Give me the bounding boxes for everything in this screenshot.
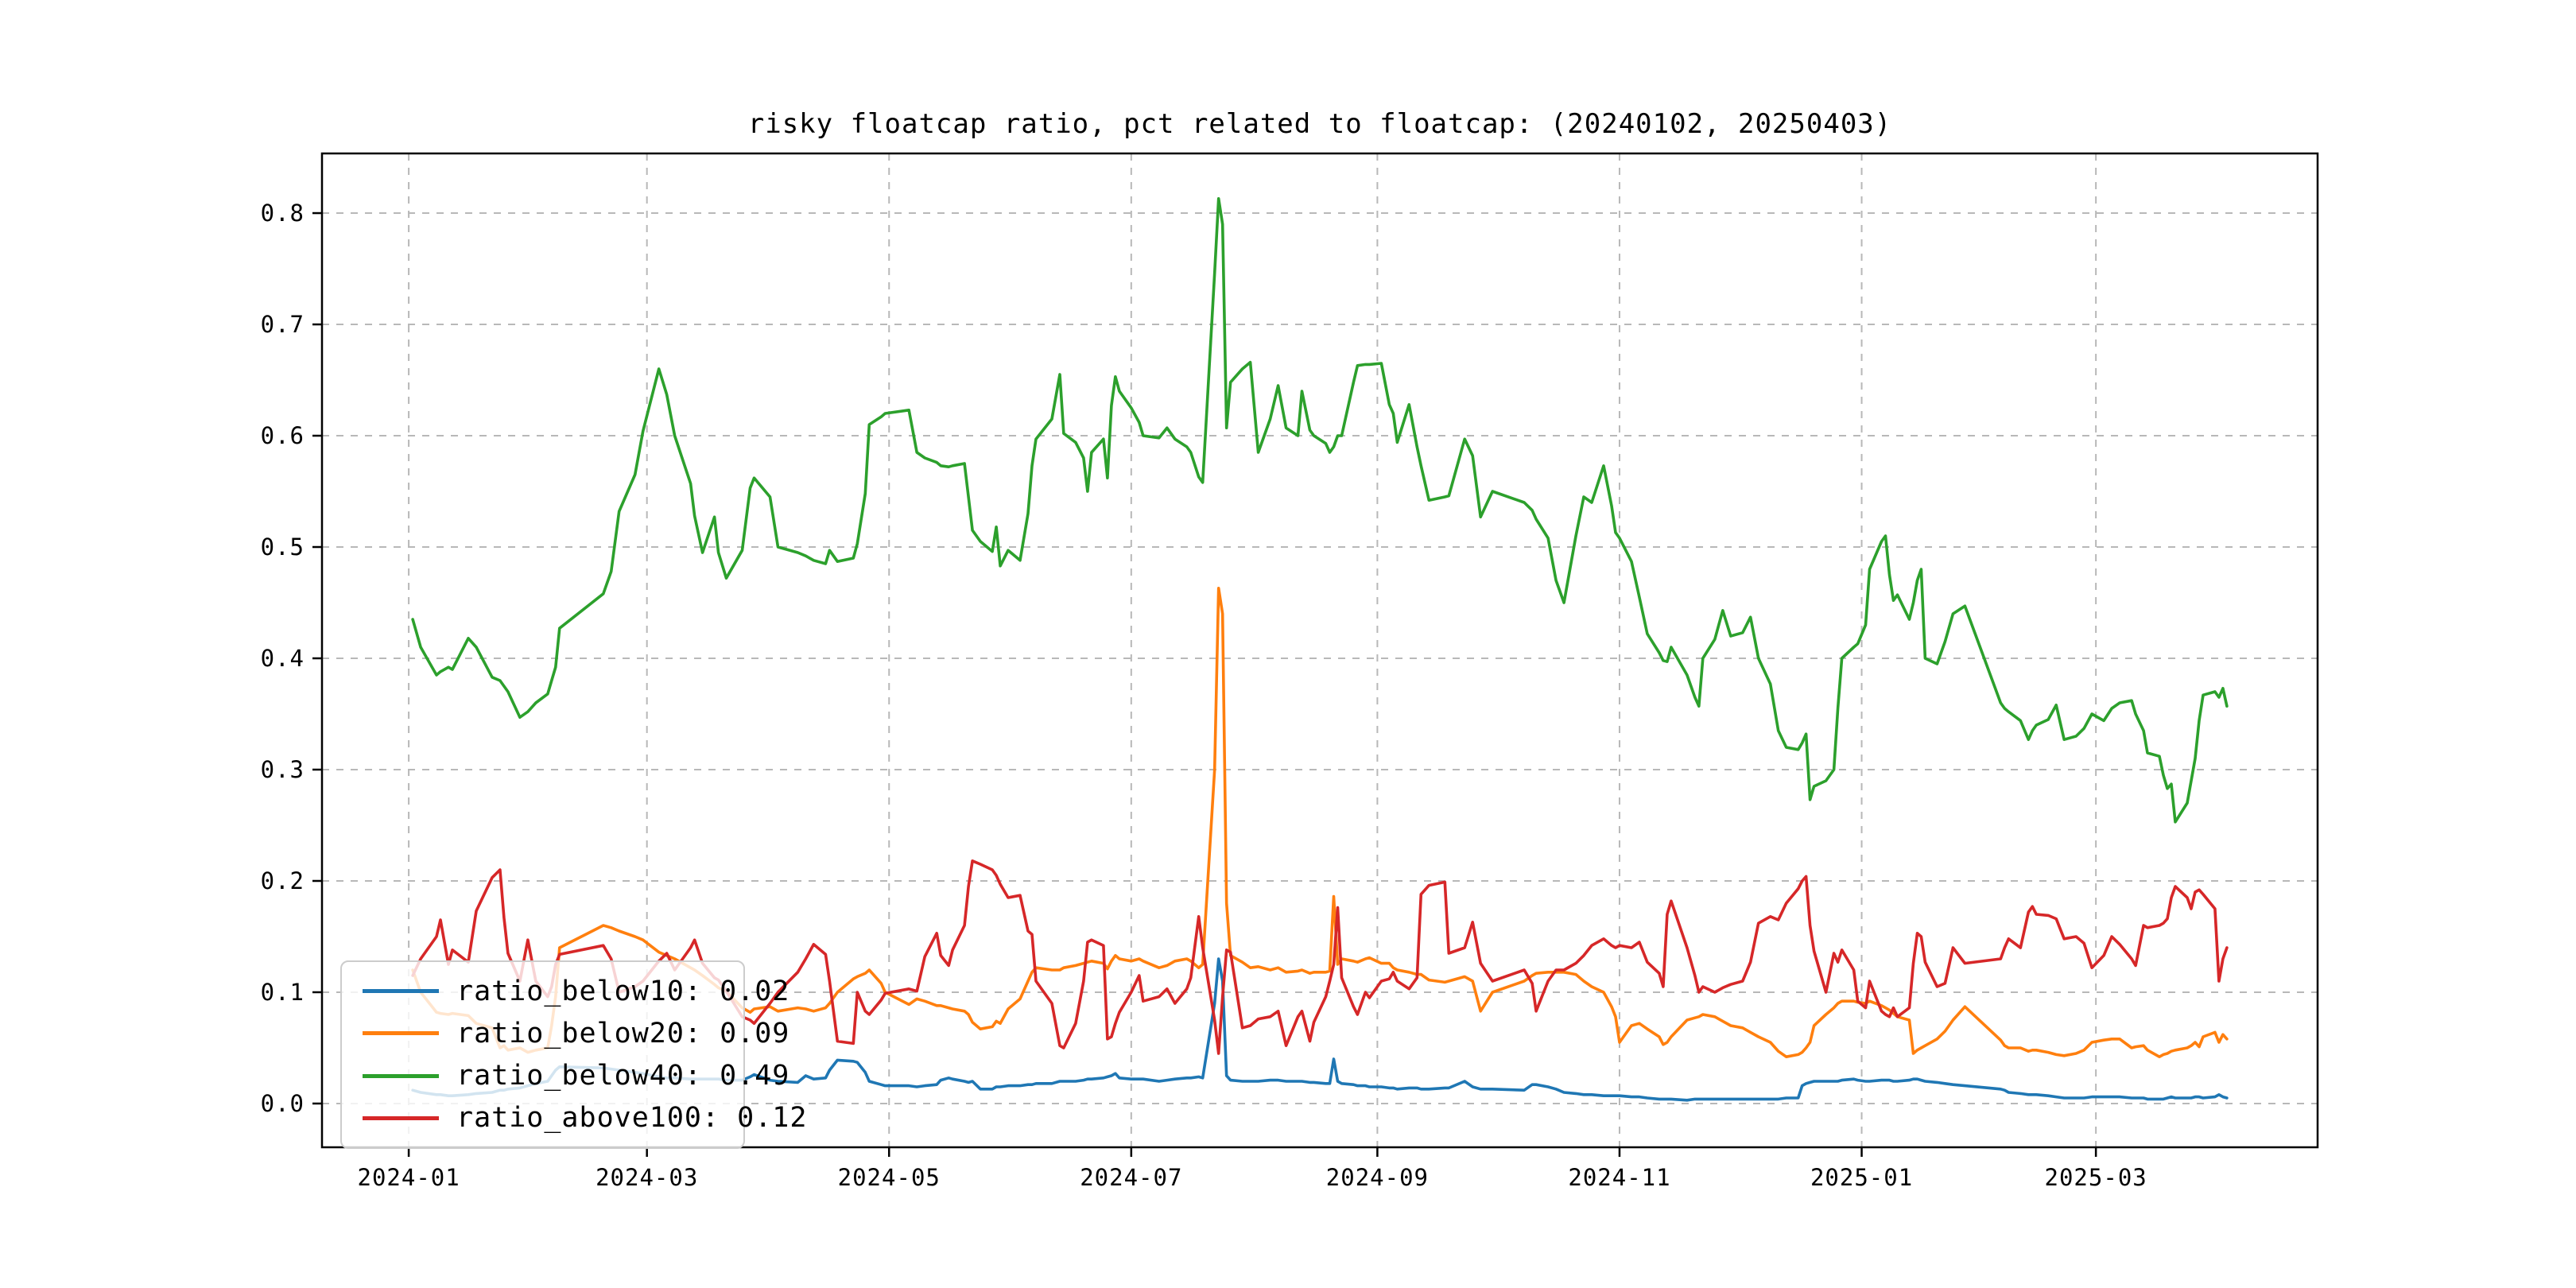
x-tick-label: 2024-05: [838, 1164, 941, 1191]
y-tick-label: 0.7: [261, 311, 305, 338]
y-tick-label: 0.6: [261, 422, 305, 449]
legend-label-ratio_below20: ratio_below20: 0.09: [456, 1017, 790, 1049]
legend-row-ratio_below40[interactable]: ratio_below40: 0.49: [363, 1055, 789, 1097]
legend-label-ratio_below40: ratio_below40: 0.49: [456, 1060, 790, 1092]
legend-label-ratio_above100: ratio_above100: 0.12: [456, 1102, 808, 1135]
y-tick-label: 0.2: [261, 867, 305, 894]
y-tick-label: 0.8: [261, 200, 305, 227]
legend[interactable]: ratio_below10: 0.02 ratio_below20: 0.09 ra…: [340, 960, 806, 1149]
legend-row-ratio_above100[interactable]: ratio_above100: 0.12: [363, 1097, 806, 1139]
y-tick-label: 0.0: [261, 1090, 305, 1117]
legend-handle-ratio_below20: [363, 1031, 439, 1036]
series-line-ratio_below10: [411, 957, 2229, 1102]
series-line-ratio_below20: [411, 586, 2229, 1058]
x-tick-label: 2024-07: [1080, 1164, 1182, 1191]
chart-title: risky floatcap ratio, pct related to flo…: [747, 108, 1892, 140]
x-tick-label: 2024-09: [1326, 1164, 1429, 1191]
x-tick-label: 2024-11: [1568, 1164, 1670, 1191]
series-line-ratio_below40: [411, 197, 2229, 824]
legend-handle-ratio_below40: [363, 1073, 439, 1078]
legend-row-ratio_below10[interactable]: ratio_below10: 0.02: [363, 970, 789, 1012]
x-tick-label: 2025-03: [2045, 1164, 2147, 1191]
legend-handle-ratio_below10: [363, 989, 439, 994]
y-tick-label: 0.5: [261, 533, 305, 561]
x-tick-label: 2024-03: [596, 1164, 698, 1191]
y-tick-label: 0.3: [261, 756, 305, 783]
axes-spines: [320, 152, 2319, 1149]
series-line-ratio_above100: [411, 859, 2229, 1055]
legend-label-ratio_below10: ratio_below10: 0.02: [456, 975, 790, 1007]
x-tick-label: 2025-01: [1810, 1164, 1913, 1191]
legend-row-ratio_below20[interactable]: ratio_below20: 0.09: [363, 1012, 789, 1054]
y-tick-label: 0.1: [261, 979, 305, 1006]
y-tick-label: 0.4: [261, 645, 305, 672]
legend-handle-ratio_above100: [363, 1115, 439, 1120]
x-tick-label: 2024-01: [357, 1164, 460, 1191]
